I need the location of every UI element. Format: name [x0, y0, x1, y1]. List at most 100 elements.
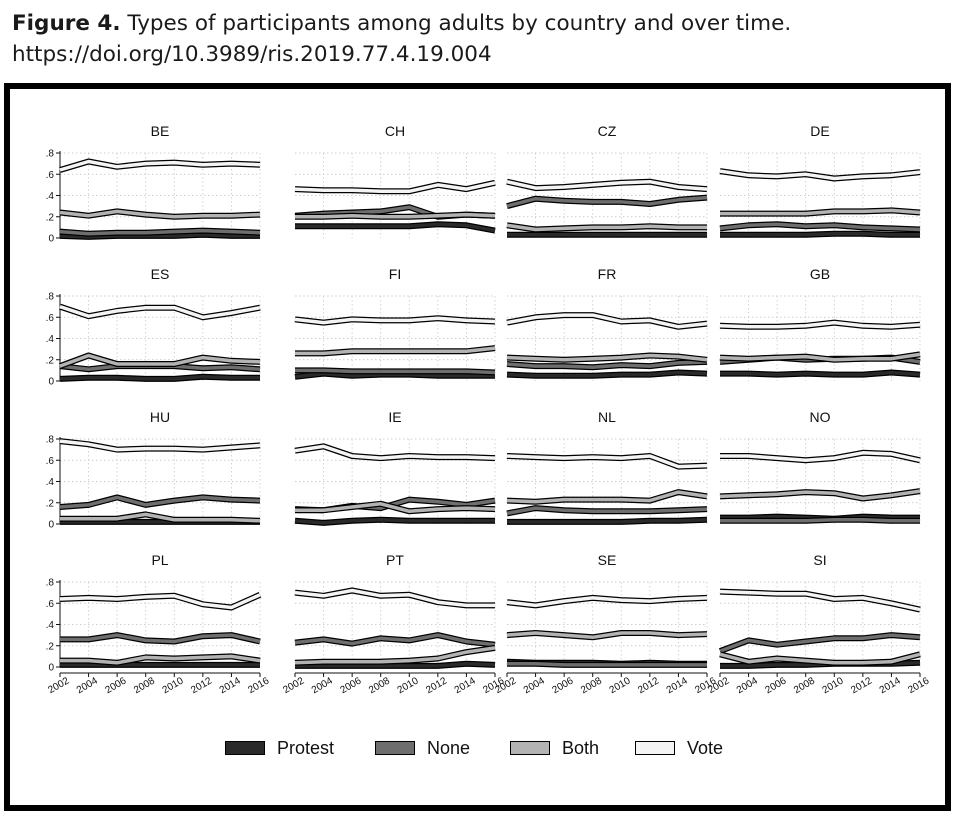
y-tick-label: .6	[46, 170, 55, 181]
series-line-none	[719, 222, 921, 232]
series-line-vote	[59, 593, 261, 610]
panel-es: ES 0 .2 .4 .6 .8	[46, 266, 261, 388]
y-tick-label: .6	[46, 313, 55, 324]
panel-title: DE	[810, 123, 829, 139]
series-line-protest	[59, 233, 260, 239]
series-line-none	[506, 360, 708, 369]
series-line-both	[506, 353, 708, 362]
series-line-both	[295, 502, 496, 514]
panel-title: PT	[386, 552, 404, 568]
series-line-vote	[506, 313, 708, 329]
series-line-vote	[506, 179, 708, 191]
panel-title: HU	[150, 409, 170, 425]
series-line-none	[295, 368, 496, 375]
series-line-vote	[720, 451, 921, 463]
x-tick-label: 2012	[636, 675, 661, 696]
legend-swatch	[375, 741, 415, 755]
x-tick-label: 2008	[367, 675, 392, 696]
legend-item-both: Both	[510, 736, 599, 760]
panel-de: DE	[719, 123, 921, 238]
series-line-none	[59, 495, 261, 509]
series-line-both	[506, 490, 708, 504]
legend-item-none: None	[375, 736, 470, 760]
series-line-both	[506, 223, 707, 232]
y-tick-label: .8	[46, 149, 55, 160]
x-tick-label: 2012	[189, 675, 214, 696]
y-tick-label: 0	[48, 663, 54, 674]
legend-item-vote: Vote	[635, 736, 723, 760]
panel-cz: CZ	[506, 123, 708, 238]
x-tick-label: 2014	[218, 675, 243, 696]
panel-title: ES	[151, 266, 170, 282]
x-tick-label: 2016	[906, 675, 931, 696]
y-tick-label: .4	[46, 334, 55, 345]
panel-no: NO	[719, 409, 921, 524]
y-tick-label: .2	[46, 212, 55, 223]
x-tick-label: 2010	[396, 675, 421, 696]
y-tick-label: .2	[46, 355, 55, 366]
legend-label: Protest	[277, 737, 335, 758]
x-tick-label: 2002	[46, 675, 71, 696]
panel-fr: FR	[506, 266, 708, 381]
x-tick-label: 2008	[792, 675, 817, 696]
series-line-both	[719, 652, 921, 665]
series-line-vote	[294, 588, 495, 608]
series-line-vote	[59, 304, 261, 320]
x-tick-label: 2014	[878, 675, 903, 696]
series-line-none	[506, 506, 708, 516]
panel-nl: NL	[506, 409, 708, 525]
series-line-both	[60, 654, 261, 665]
legend-label: None	[427, 737, 471, 758]
series-line-vote	[59, 159, 261, 172]
panel-title: NL	[598, 409, 616, 425]
series-line-none	[294, 633, 496, 647]
y-tick-label: .4	[46, 477, 55, 488]
series-line-protest	[294, 371, 495, 379]
series-line-vote	[294, 444, 496, 460]
x-tick-label: 2010	[608, 675, 633, 696]
y-tick-label: .4	[46, 620, 55, 631]
series-line-both	[294, 646, 496, 665]
series-line-none	[60, 633, 261, 644]
series-line-protest	[720, 370, 921, 377]
figure-title: Types of participants among adults by co…	[127, 11, 792, 36]
figure-doi: https://doi.org/10.3989/ris.2019.77.4.19…	[12, 42, 492, 67]
y-tick-label: 0	[48, 520, 54, 531]
series-line-vote	[719, 320, 921, 329]
y-tick-label: .8	[46, 435, 55, 446]
legend-label: Both	[562, 737, 600, 758]
x-tick-label: 2004	[522, 675, 547, 696]
panel-title: GB	[810, 266, 830, 282]
x-tick-label: 2006	[764, 675, 789, 696]
series-line-both	[719, 352, 921, 362]
panel-be: BE 0 .2 .4 .6 .8	[46, 123, 261, 245]
panel-hu: HU 0 .2 .4 .6 .8	[46, 409, 261, 531]
series-line-both	[60, 512, 261, 523]
series-line-vote	[719, 169, 921, 181]
series-line-both	[720, 208, 921, 216]
panel-title: CZ	[598, 123, 617, 139]
panel-ch: CH	[294, 123, 496, 238]
series-line-both	[59, 209, 261, 219]
x-tick-label: 2008	[579, 675, 604, 696]
y-tick-label: .6	[46, 599, 55, 610]
series-line-none	[506, 195, 708, 208]
series-line-protest	[506, 370, 708, 378]
x-tick-label: 2002	[281, 675, 306, 696]
series-line-both	[719, 489, 921, 501]
series-line-both	[295, 346, 496, 356]
series-line-both	[506, 631, 708, 640]
series-line-protest	[720, 232, 920, 237]
panel-title: FI	[389, 266, 401, 282]
x-tick-label: 2008	[132, 675, 157, 696]
panel-title: SI	[813, 552, 826, 568]
series-line-none	[507, 662, 707, 667]
figure-caption: Figure 4. Types of participants among ad…	[12, 8, 942, 70]
y-tick-label: 0	[48, 377, 54, 388]
legend-label: Vote	[687, 737, 724, 758]
x-tick-label: 2010	[821, 675, 846, 696]
x-tick-label: 2004	[310, 675, 335, 696]
caption-line-1: Figure 4. Types of participants among ad…	[12, 8, 942, 39]
legend-swatch	[510, 741, 550, 755]
